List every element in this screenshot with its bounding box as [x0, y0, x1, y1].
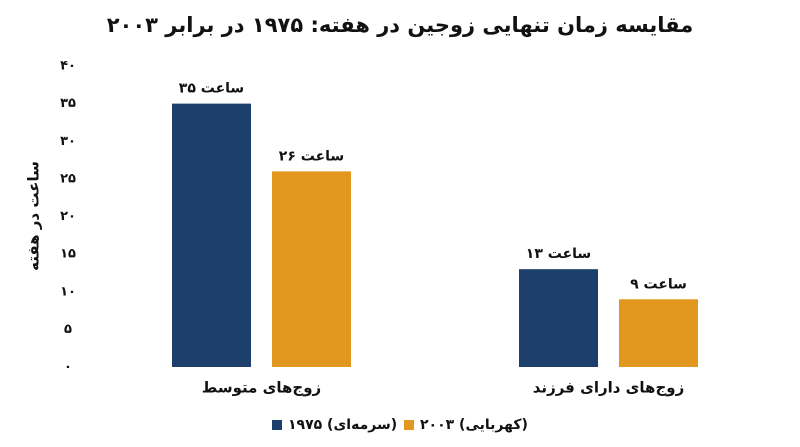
y-tick-label: ۳۰	[60, 134, 76, 149]
value-label: ۱۳ ساعت	[526, 246, 591, 262]
value-label: ۳۵ ساعت	[179, 81, 244, 97]
x-tick-label: زوج‌های دارای فرزند	[533, 379, 684, 397]
y-tick-label: ۴۰	[60, 59, 76, 74]
legend-label: ۲۰۰۳ (کهربایی)	[420, 417, 528, 433]
legend-swatch	[404, 420, 414, 430]
y-tick-label: ۲۰	[60, 209, 76, 224]
y-tick-label: ۲۵	[60, 171, 76, 186]
value-label: ۹ ساعت	[630, 276, 687, 292]
bar	[272, 171, 351, 367]
value-label: ۲۶ ساعت	[279, 148, 344, 164]
y-axis-label: ساعت در هفته	[25, 161, 43, 271]
bar	[172, 103, 251, 367]
y-tick-label: ۵	[64, 322, 72, 337]
y-tick-label: ۰	[64, 360, 72, 375]
y-tick-label: ۱۰	[60, 284, 76, 299]
y-tick-label: ۱۵	[60, 247, 76, 262]
legend-swatch	[272, 420, 282, 430]
legend-label: ۱۹۷۵ (سرمه‌ای)	[288, 417, 397, 433]
x-tick-label: زوج‌های متوسط	[202, 379, 321, 397]
y-tick-label: ۳۵	[60, 96, 76, 111]
bar	[519, 269, 598, 367]
bar	[619, 299, 698, 367]
chart-title: مقایسه زمان تنهایی زوجین در هفته: ۱۹۷۵ د…	[107, 13, 694, 37]
